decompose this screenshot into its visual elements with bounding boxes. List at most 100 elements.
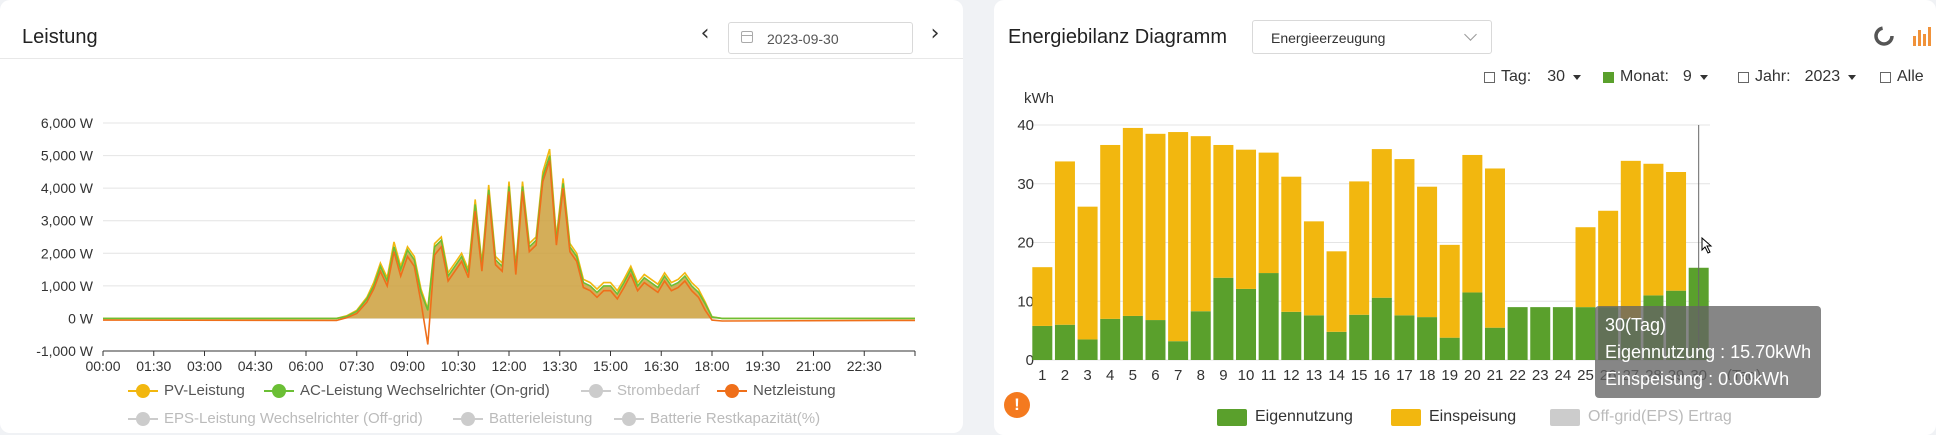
x-tick-label: 7 — [1174, 367, 1182, 380]
selector-jahr[interactable]: Jahr: 2023 — [1738, 68, 1857, 86]
bar-einspeisung — [1575, 227, 1596, 308]
legend-item-batterie-kapazitaet[interactable]: Batterie Restkapazität(%) — [614, 410, 820, 427]
bar-eigennutzung — [1530, 307, 1551, 360]
legend-item-eps[interactable]: EPS-Leistung Wechselrichter (Off-grid) — [128, 410, 423, 427]
x-tick-label: 19 — [1441, 367, 1458, 380]
bar-einspeisung — [1666, 172, 1687, 291]
legend-item-strombedarf[interactable]: Strombedarf — [581, 382, 700, 399]
bar-eigennutzung — [1077, 339, 1098, 360]
legend-label: Batterieleistung — [489, 410, 593, 427]
series-line-ac-ongrid — [103, 155, 915, 320]
x-tick-label: 15 — [1351, 367, 1368, 380]
legend-item-ac-ongrid[interactable]: AC-Leistung Wechselrichter (On-grid) — [264, 382, 550, 399]
legend-label: Strombedarf — [617, 382, 700, 399]
y-tick-label: 4,000 W — [41, 180, 94, 196]
legend-swatch — [1550, 408, 1580, 426]
bar-einspeisung — [1620, 160, 1641, 319]
legend-marker — [453, 411, 483, 426]
bar-eigennutzung — [1281, 311, 1302, 360]
bar-chart-icon[interactable] — [1911, 24, 1935, 48]
y-tick-label: -1,000 W — [36, 343, 94, 359]
bar-einspeisung — [1349, 181, 1370, 315]
bar-eigennutzung — [1417, 317, 1438, 360]
alle-checkbox[interactable] — [1880, 71, 1891, 83]
y-tick-label: 5,000 W — [41, 148, 94, 164]
bar-einspeisung — [1258, 152, 1279, 274]
alle-label: Alle — [1897, 68, 1924, 85]
tag-label: Tag: — [1501, 68, 1532, 85]
tag-checkbox[interactable] — [1484, 71, 1495, 83]
y-tick-label: 1,000 W — [41, 278, 94, 294]
exclamation-icon[interactable]: ! — [1004, 392, 1030, 418]
bar-eigennutzung — [1145, 320, 1166, 360]
bar-einspeisung — [1394, 159, 1415, 316]
legend-label: Eigennutzung — [1255, 408, 1353, 425]
jahr-value[interactable]: 2023 — [1804, 68, 1841, 85]
x-tick-label: 04:30 — [238, 358, 273, 374]
x-tick-label: 3 — [1083, 367, 1091, 380]
legend-item-offgrid[interactable]: Off-grid(EPS) Ertrag — [1550, 408, 1732, 426]
y-tick-label: 0 — [1026, 352, 1034, 369]
bar-einspeisung — [1145, 133, 1166, 321]
bar-eigennutzung — [1168, 341, 1189, 360]
chevron-right-icon[interactable]: › — [930, 21, 940, 46]
tag-value[interactable]: 30 — [1547, 68, 1566, 85]
x-tick-label: 16:30 — [644, 358, 679, 374]
selector-alle[interactable]: Alle — [1880, 68, 1924, 86]
legend-label: AC-Leistung Wechselrichter (On-grid) — [300, 382, 550, 399]
legend-item-pv[interactable]: PV-Leistung — [128, 382, 245, 399]
x-tick-label: 13:30 — [542, 358, 577, 374]
x-tick-label: 00:00 — [85, 358, 120, 374]
bar-einspeisung — [1439, 244, 1460, 338]
series-line-netzleistung — [102, 160, 916, 345]
bar-eigennutzung — [1258, 273, 1279, 360]
area-fill — [103, 155, 915, 319]
bar-eigennutzung — [1100, 318, 1121, 360]
bar-eigennutzung — [1326, 331, 1347, 360]
x-tick-label: 19:30 — [745, 358, 780, 374]
date-picker[interactable]: 2023-09-30 — [728, 22, 913, 54]
x-tick-label: 15:00 — [593, 358, 628, 374]
chevron-down-icon — [1464, 28, 1477, 41]
x-tick-label: 14 — [1328, 367, 1345, 380]
legend-label: Netzleistung — [753, 382, 836, 399]
energy-balance-panel: Energiebilanz Diagramm Energieerzeugung … — [994, 0, 1936, 435]
mode-select[interactable]: Energieerzeugung — [1252, 20, 1492, 54]
legend-item-einspeisung[interactable]: Einspeisung — [1391, 408, 1516, 426]
bar-eigennutzung — [1054, 324, 1075, 360]
bar-einspeisung — [1213, 144, 1234, 278]
x-tick-label: 12:00 — [491, 358, 526, 374]
bar-eigennutzung — [1032, 325, 1053, 360]
bar-eigennutzung — [1190, 311, 1211, 360]
chevron-left-icon[interactable]: ‹ — [700, 21, 710, 46]
x-tick-label: 07:30 — [339, 358, 374, 374]
bar-einspeisung — [1054, 161, 1075, 325]
monat-checkbox[interactable] — [1603, 71, 1614, 83]
x-tick-label: 2 — [1061, 367, 1069, 380]
x-tick-label: 4 — [1106, 367, 1114, 380]
bar-einspeisung — [1303, 221, 1324, 316]
bar-einspeisung — [1168, 132, 1189, 342]
legend-label: Batterie Restkapazität(%) — [650, 410, 821, 427]
x-tick-label: 22:30 — [847, 358, 882, 374]
legend-item-netzleistung[interactable]: Netzleistung — [717, 382, 836, 399]
bar-eigennutzung — [1394, 315, 1415, 360]
refresh-icon[interactable] — [1872, 24, 1896, 48]
legend-marker — [614, 411, 644, 426]
legend-item-eigennutzung[interactable]: Eigennutzung — [1217, 408, 1353, 426]
selector-tag[interactable]: Tag: 30 — [1484, 68, 1582, 86]
monat-label: Monat: — [1620, 68, 1669, 85]
x-tick-label: 9 — [1219, 367, 1227, 380]
legend-item-batterieleistung[interactable]: Batterieleistung — [453, 410, 592, 427]
selector-monat[interactable]: Monat: 9 — [1603, 68, 1708, 86]
bar-einspeisung — [1236, 149, 1257, 289]
bar-einspeisung — [1077, 206, 1098, 340]
jahr-checkbox[interactable] — [1738, 71, 1749, 83]
x-tick-label: 13 — [1306, 367, 1323, 380]
jahr-label: Jahr: — [1755, 68, 1791, 85]
legend-marker — [581, 383, 611, 398]
monat-value[interactable]: 9 — [1682, 68, 1692, 85]
x-tick-label: 10 — [1238, 367, 1255, 380]
x-tick-label: 03:00 — [187, 358, 222, 374]
